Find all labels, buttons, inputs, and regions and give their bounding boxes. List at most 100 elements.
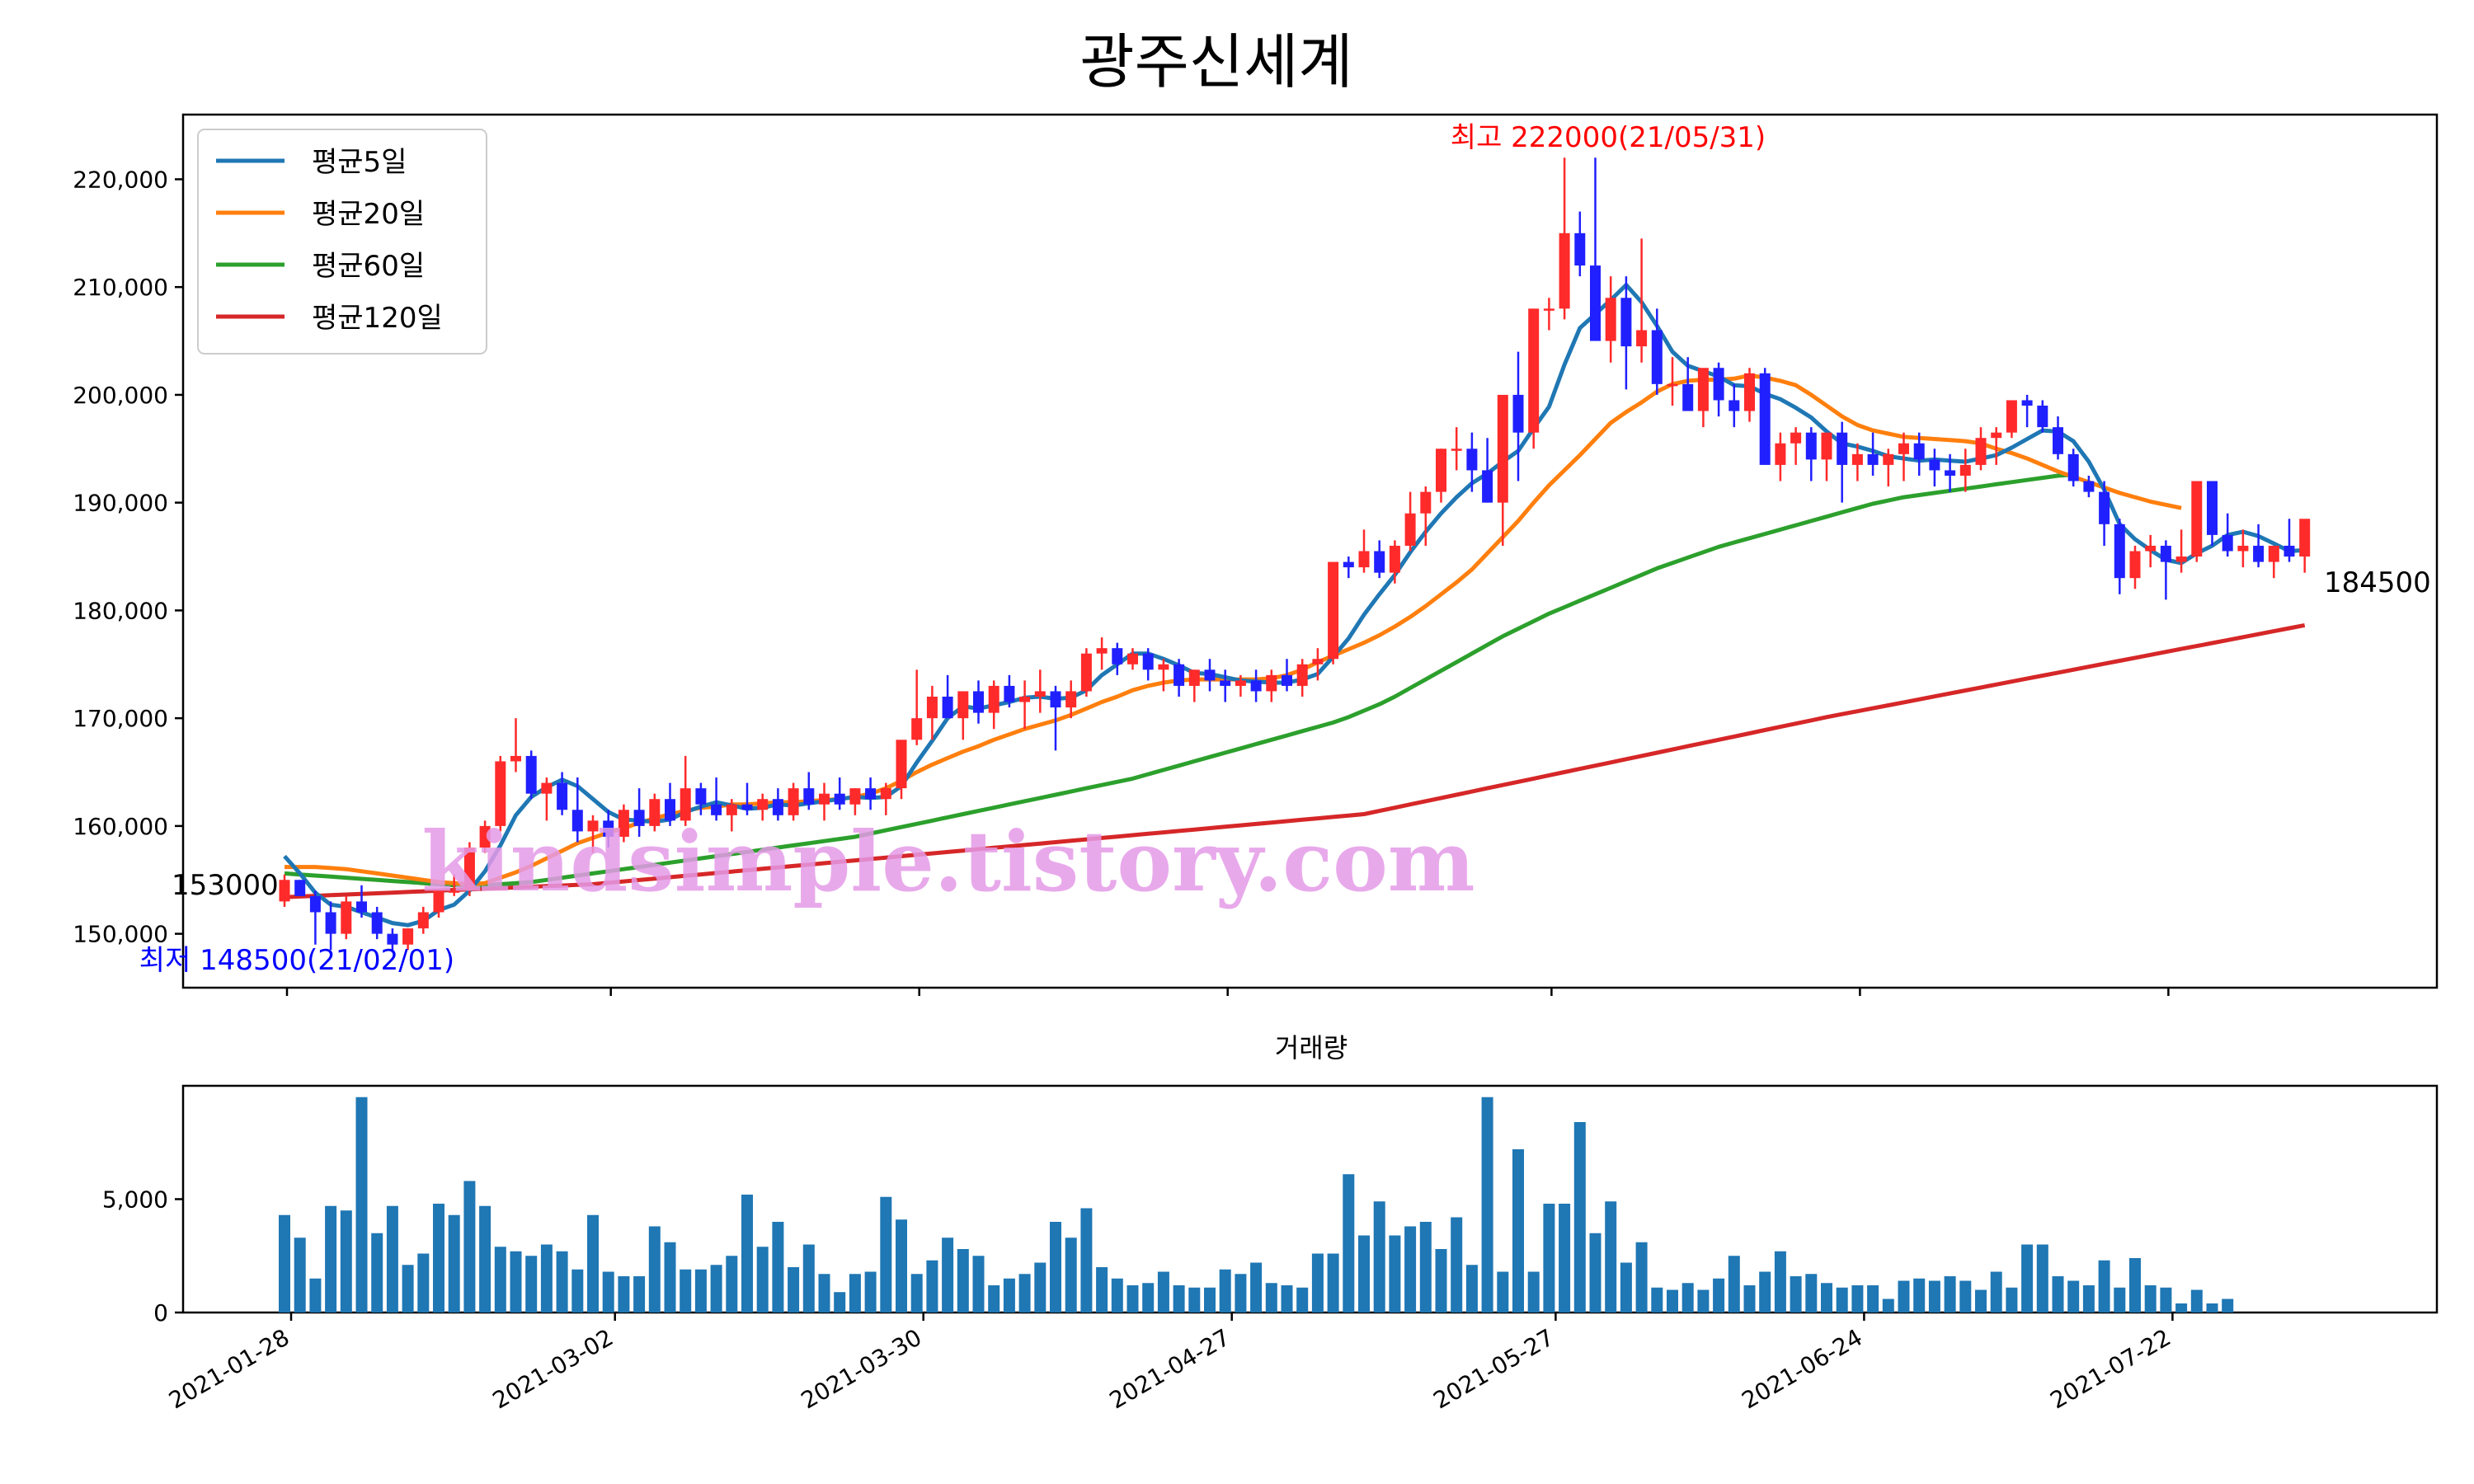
volume-bar — [1188, 1287, 1201, 1313]
candle-body — [1174, 664, 1185, 686]
volume-bar — [371, 1233, 383, 1313]
candle — [1867, 432, 1879, 476]
candle-body — [371, 912, 383, 934]
candle — [1512, 351, 1524, 481]
volume-bar — [556, 1251, 568, 1313]
candle — [1929, 448, 1940, 487]
candle — [1528, 308, 1540, 449]
volume-bar — [880, 1196, 892, 1313]
candle — [1697, 368, 1709, 428]
candle-body — [1729, 400, 1740, 411]
volume-bar — [463, 1181, 476, 1313]
candle — [926, 685, 938, 740]
ma60-line — [284, 472, 2074, 888]
volume-bar — [340, 1210, 352, 1313]
volume-bar — [2036, 1244, 2048, 1313]
volume-bar — [1173, 1285, 1185, 1313]
volume-bar — [710, 1265, 722, 1313]
volume-bar — [2160, 1287, 2172, 1313]
candle-body — [510, 755, 521, 762]
candle-body — [571, 810, 583, 832]
candle — [1358, 529, 1370, 573]
volume-bar — [1050, 1222, 1061, 1313]
candle-body — [2299, 519, 2311, 557]
volume-bar — [448, 1214, 460, 1313]
candle-body — [1312, 659, 1324, 665]
candle — [1451, 427, 1462, 471]
candle-body — [1667, 383, 1678, 387]
candle-body — [387, 933, 398, 945]
candle-body — [1235, 680, 1246, 686]
legend-box — [197, 129, 487, 355]
candle-body — [1497, 394, 1508, 503]
candle — [571, 777, 583, 843]
legend-label-ma5: 평균5일 — [312, 146, 407, 179]
candle — [294, 880, 306, 896]
volume-bar — [2222, 1298, 2234, 1313]
candle — [587, 815, 599, 853]
volume-bar — [1219, 1269, 1231, 1313]
date-tick-label: 2021-03-30 — [797, 1323, 926, 1414]
candle-body — [819, 793, 830, 805]
volume-panel: 거래량 0 5,000 2021-01-28 2021-03-02 2021-03-3… — [102, 1032, 2439, 1414]
candle — [341, 895, 352, 940]
price-y-tick-label: 150,000 — [73, 921, 168, 948]
candle — [1913, 432, 1925, 476]
volume-bar — [1281, 1285, 1293, 1313]
volume-bar — [680, 1269, 692, 1313]
candle — [1651, 308, 1663, 395]
candle-body — [1682, 383, 1694, 411]
candle-body — [1482, 470, 1493, 503]
volume-bar — [1620, 1262, 1632, 1313]
candle-body — [1034, 691, 1046, 697]
candle — [1250, 669, 1262, 702]
candle — [711, 777, 722, 821]
candle — [1729, 383, 1740, 428]
candle — [1559, 157, 1570, 320]
candle — [479, 820, 491, 853]
candle — [1065, 680, 1077, 719]
candle-body — [2006, 400, 2017, 433]
volume-bar — [355, 1097, 368, 1313]
volume-bar — [325, 1205, 337, 1313]
candle-body — [1389, 545, 1400, 573]
candle — [1204, 659, 1216, 692]
volume-bar — [756, 1247, 769, 1313]
candle-body — [2191, 481, 2203, 557]
candle — [896, 740, 907, 800]
candle-body — [495, 761, 506, 826]
volume-bar — [2206, 1303, 2218, 1313]
volume-bar — [510, 1251, 522, 1313]
candle — [1543, 298, 1554, 331]
candle-body — [973, 691, 984, 713]
volume-bar — [1589, 1233, 1602, 1313]
candle-body — [1050, 691, 1061, 708]
volume-bar — [1990, 1271, 2002, 1313]
candle-body — [1266, 674, 1277, 692]
volume-bar — [386, 1205, 398, 1313]
price-panel: 150,000 160,000 170,000 180,000 190,000 200,0… — [73, 113, 2439, 996]
candle-body — [1851, 453, 1863, 465]
annotation-last-close: 184500 — [2324, 566, 2431, 599]
volume-bar — [2144, 1285, 2157, 1313]
candle — [557, 772, 568, 815]
candle — [603, 810, 614, 848]
candle — [942, 674, 953, 719]
candlesticks — [279, 157, 2311, 951]
volume-bar — [1805, 1274, 1818, 1313]
candle — [772, 788, 783, 821]
volume-bar — [294, 1237, 306, 1313]
candle — [1945, 453, 1956, 492]
candle-body — [896, 740, 907, 789]
volume-bar — [926, 1260, 938, 1313]
volume-bar — [1358, 1235, 1370, 1313]
candle — [2099, 481, 2110, 546]
candle — [1497, 394, 1508, 546]
volume-bar — [1465, 1265, 1478, 1313]
candle-body — [2021, 400, 2033, 406]
candle-body — [1065, 691, 1077, 708]
candle-body — [772, 799, 783, 815]
candle — [1235, 674, 1246, 697]
volume-bar — [417, 1253, 430, 1313]
volume-bar — [2067, 1280, 2080, 1313]
